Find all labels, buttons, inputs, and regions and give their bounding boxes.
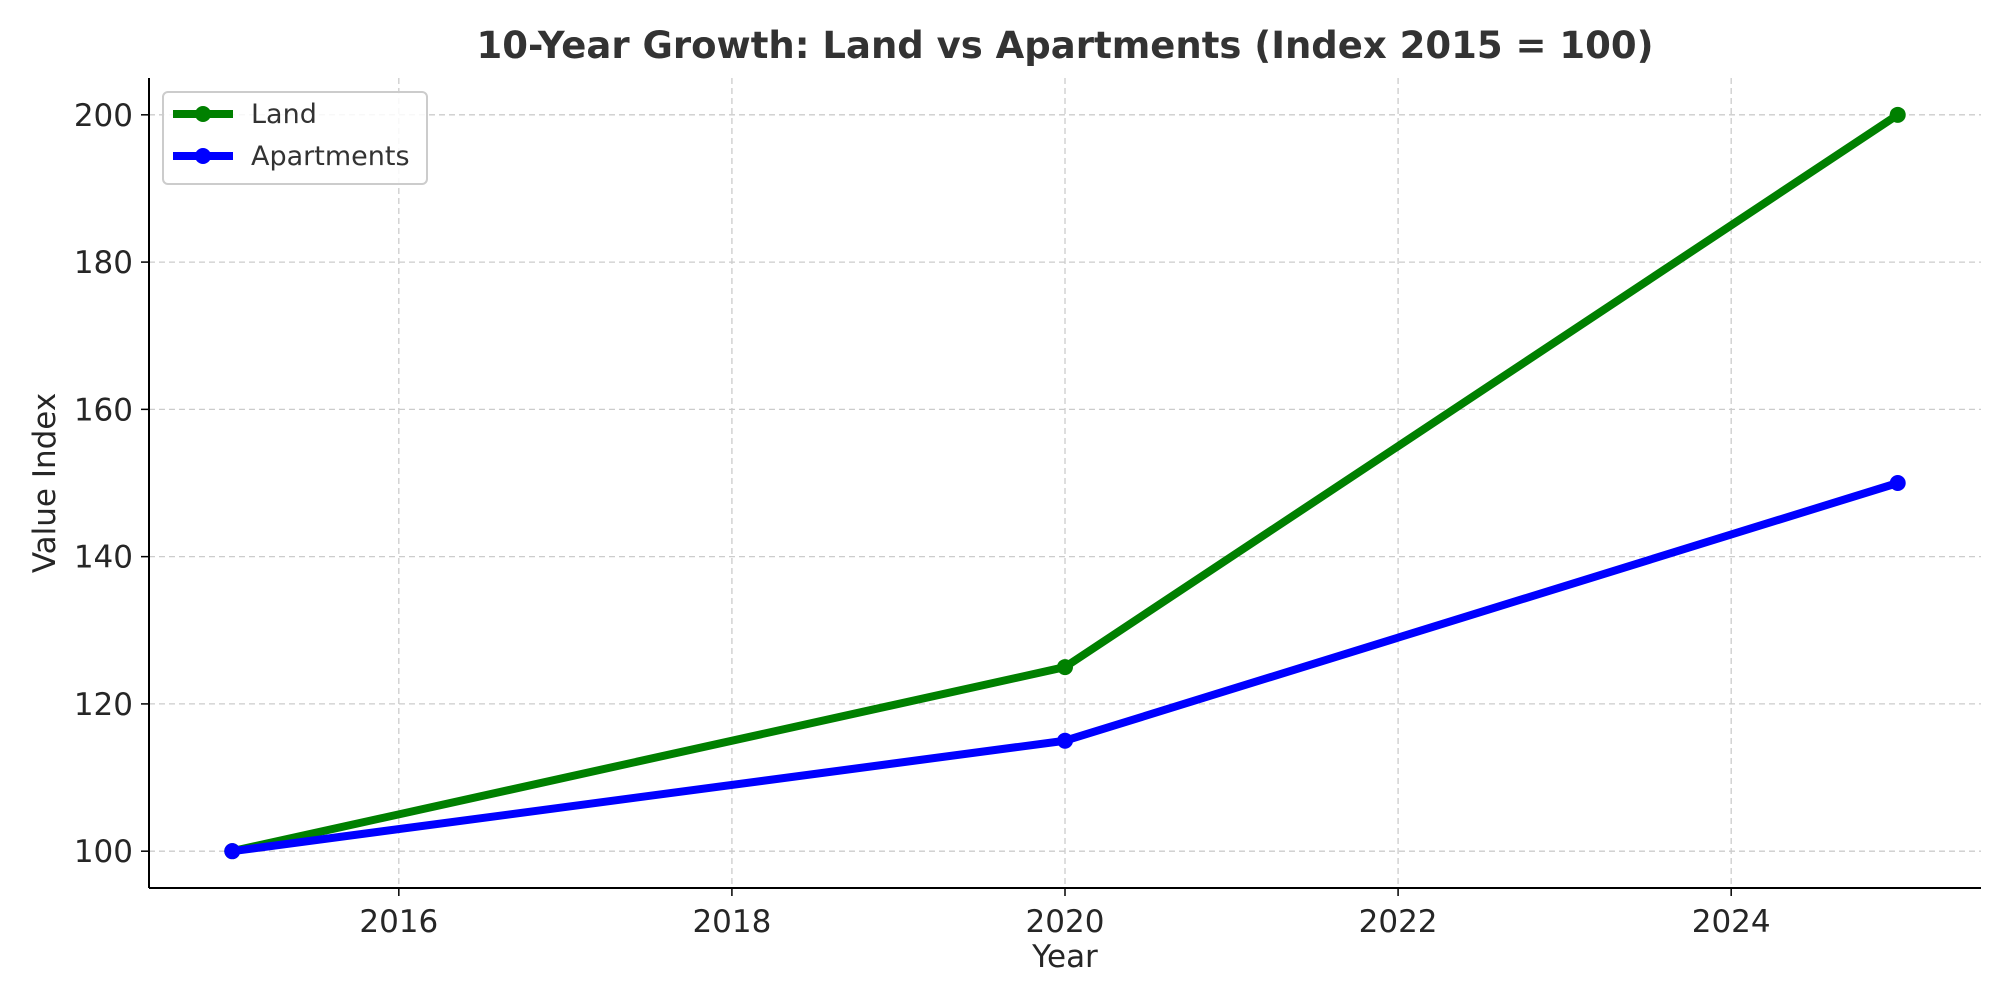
data-point-apartments <box>1057 732 1073 749</box>
legend-marker-land <box>195 106 211 122</box>
y-tick-label: 200 <box>74 98 133 134</box>
legend-label-land: Land <box>251 99 317 130</box>
x-tick-label: 2018 <box>692 904 771 940</box>
y-tick-label: 140 <box>74 540 133 576</box>
y-tick-label: 100 <box>74 834 133 870</box>
y-tick-label: 120 <box>74 687 133 723</box>
legend: Land Apartments <box>162 91 428 185</box>
x-axis-ticks: 2016 2018 2020 2022 2024 <box>359 888 1771 940</box>
legend-marker-apartments <box>195 148 211 164</box>
x-axis-label: Year <box>1031 939 1098 975</box>
y-tick-label: 160 <box>74 392 133 428</box>
y-axis-label: Value Index <box>27 393 63 573</box>
y-axis-ticks: 100 120 140 160 180 200 <box>74 98 149 870</box>
x-tick-label: 2024 <box>1692 904 1771 940</box>
data-point-apartments <box>224 843 241 860</box>
y-tick-label: 180 <box>74 245 133 281</box>
x-tick-label: 2016 <box>359 904 438 940</box>
x-tick-label: 2022 <box>1359 904 1438 940</box>
data-point-land <box>1057 659 1073 676</box>
data-point-land <box>1889 106 1906 123</box>
series-lines <box>224 106 1906 860</box>
x-tick-label: 2020 <box>1026 904 1105 940</box>
data-point-apartments <box>1889 475 1906 491</box>
grid-lines <box>149 78 1981 888</box>
legend-label-apartments: Apartments <box>251 141 410 172</box>
chart-title: 10-Year Growth: Land vs Apartments (Inde… <box>476 24 1653 67</box>
